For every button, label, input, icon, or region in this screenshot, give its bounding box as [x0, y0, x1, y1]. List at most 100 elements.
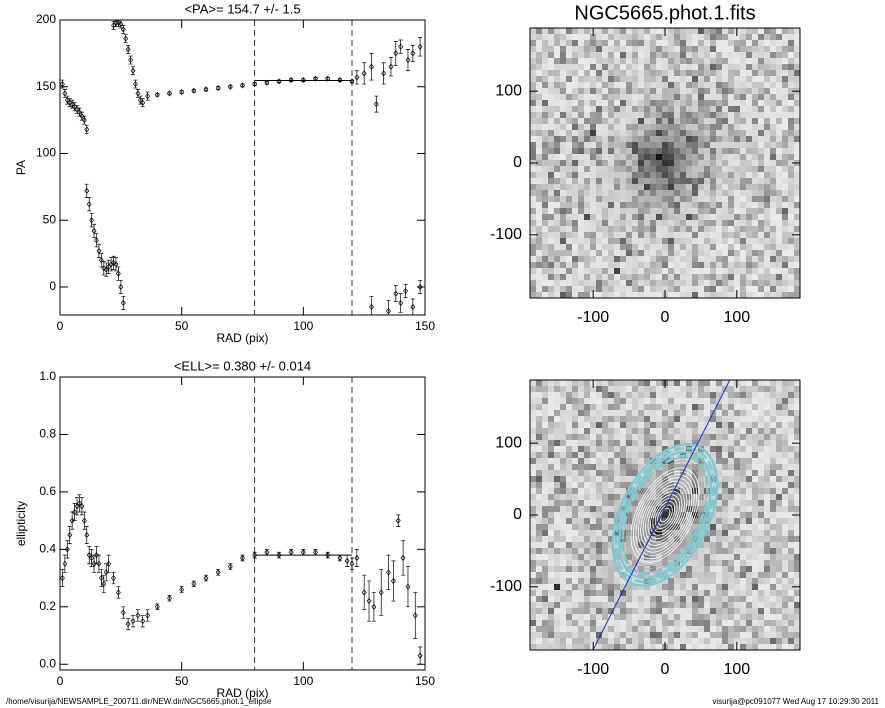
pixel: [674, 208, 681, 215]
pixel: [656, 428, 663, 435]
pixel: [620, 130, 627, 137]
pixel: [752, 100, 759, 107]
pixel: [710, 256, 717, 263]
pixel: [590, 566, 597, 573]
pixel: [656, 470, 663, 477]
pixel: [758, 292, 765, 299]
pixel: [668, 250, 675, 257]
pixel: [584, 644, 591, 651]
pixel: [578, 494, 585, 501]
pixel: [608, 626, 615, 633]
pixel: [716, 476, 723, 483]
pixel: [578, 614, 585, 621]
pixel: [530, 118, 537, 125]
pixel: [740, 250, 747, 257]
pixel: [740, 142, 747, 149]
pixel: [716, 638, 723, 645]
pixel: [668, 226, 675, 233]
data-point: [98, 257, 104, 264]
data-point: [135, 612, 141, 619]
pixel: [740, 286, 747, 293]
pixel: [650, 52, 657, 59]
pixel: [686, 190, 693, 197]
pixel: [770, 410, 777, 417]
pixel: [746, 58, 753, 65]
pixel: [602, 560, 609, 567]
pixel: [770, 524, 777, 531]
pixel: [548, 440, 555, 447]
pixel: [734, 250, 741, 257]
pixel: [752, 452, 759, 459]
pixel: [650, 506, 657, 513]
pixel: [638, 46, 645, 53]
pixel: [692, 422, 699, 429]
pixel: [572, 136, 579, 143]
pixel: [662, 440, 669, 447]
pixel: [566, 470, 573, 477]
error-bar: [369, 295, 374, 315]
pixel: [644, 250, 651, 257]
pixel: [584, 112, 591, 119]
pixel: [794, 118, 801, 125]
pixel: [578, 380, 585, 387]
pixel: [596, 154, 603, 161]
pixel: [740, 136, 747, 143]
pixel: [620, 184, 627, 191]
pixel: [674, 58, 681, 65]
data-point: [79, 503, 85, 510]
pixel: [590, 536, 597, 543]
pixel: [788, 608, 795, 615]
pixel: [662, 166, 669, 173]
pixel: [572, 608, 579, 615]
pixel: [674, 596, 681, 603]
pixel: [674, 470, 681, 477]
pixel: [764, 578, 771, 585]
pixel: [686, 124, 693, 131]
pixel: [530, 614, 537, 621]
pixel: [590, 596, 597, 603]
error-bar: [111, 571, 116, 585]
pixel: [566, 262, 573, 269]
pixel: [680, 28, 687, 35]
pixel: [656, 482, 663, 489]
pixel: [530, 40, 537, 47]
pixel: [686, 82, 693, 89]
pixel: [680, 262, 687, 269]
pixel: [668, 422, 675, 429]
pixel: [710, 106, 717, 113]
pixel: [620, 476, 627, 483]
error-bar: [386, 299, 391, 315]
pixel: [602, 220, 609, 227]
pixel: [602, 602, 609, 609]
pixel: [788, 112, 795, 119]
pixel: [542, 572, 549, 579]
pixel: [698, 208, 705, 215]
pixel: [578, 82, 585, 89]
pixel: [728, 410, 735, 417]
pixel: [782, 106, 789, 113]
pixel: [668, 434, 675, 441]
pixel: [602, 292, 609, 299]
pixel: [602, 644, 609, 651]
pixel: [632, 166, 639, 173]
pixel: [542, 214, 549, 221]
pixel: [794, 602, 801, 609]
pixel: [626, 280, 633, 287]
pixel: [734, 500, 741, 507]
pixel: [752, 124, 759, 131]
pixel: [668, 202, 675, 209]
pixel: [692, 404, 699, 411]
pixel: [584, 106, 591, 113]
pixel: [644, 596, 651, 603]
pixel: [608, 530, 615, 537]
pixel: [752, 386, 759, 393]
pixel: [770, 560, 777, 567]
pixel: [644, 632, 651, 639]
pixel: [644, 626, 651, 633]
pixel: [704, 470, 711, 477]
pixel: [776, 452, 783, 459]
pixel: [710, 154, 717, 161]
pixel: [572, 542, 579, 549]
pixel: [542, 208, 549, 215]
pixel: [638, 244, 645, 251]
